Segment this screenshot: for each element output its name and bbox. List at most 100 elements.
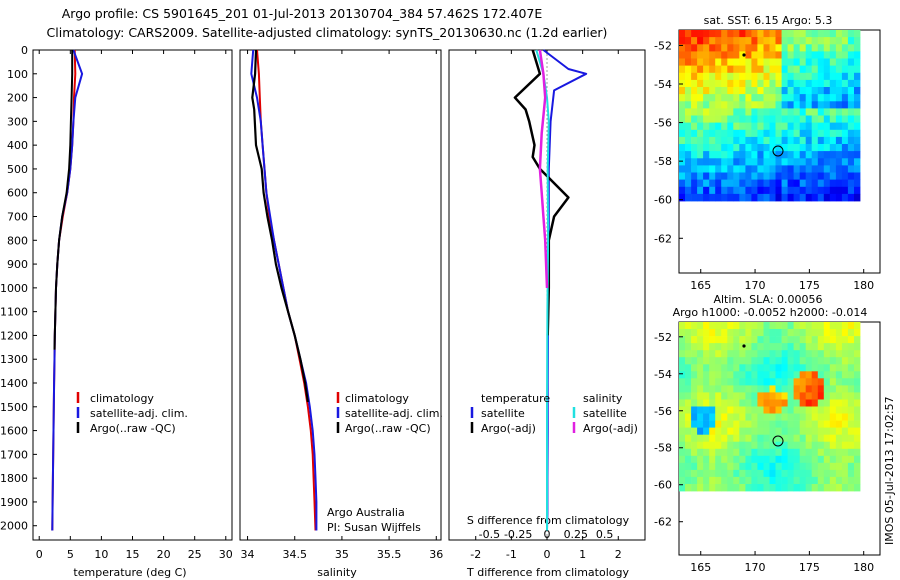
heatmap-cell (715, 343, 722, 351)
map-lat-label: -58 (654, 155, 672, 168)
heatmap-cell (805, 455, 813, 464)
heatmap-cell (775, 129, 782, 138)
heatmap-cell (847, 399, 855, 407)
heatmap-cell (739, 469, 746, 478)
heatmap-cell (829, 413, 837, 421)
heatmap-cell (805, 101, 813, 109)
heatmap-cell (739, 329, 746, 337)
heatmap-cell (817, 427, 825, 435)
heatmap-cell (775, 420, 782, 428)
heatmap-cell (745, 455, 752, 464)
heatmap-cell (739, 94, 746, 102)
heatmap-cell (854, 101, 861, 109)
heatmap-cell (697, 476, 704, 485)
heatmap-cell (854, 392, 861, 400)
heatmap-cell (757, 151, 764, 159)
heatmap-cell (733, 158, 740, 166)
heatmap-cell (763, 136, 770, 145)
heatmap-cell (733, 72, 740, 81)
heatmap-cell (829, 378, 837, 386)
heatmap-cell (854, 455, 861, 464)
heatmap-cell (691, 94, 698, 102)
heatmap-cell (823, 385, 831, 393)
heatmap-cell (733, 44, 740, 52)
heatmap-cell (799, 413, 807, 421)
heatmap-cell (781, 186, 788, 195)
heatmap-cell (835, 158, 843, 166)
heatmap-cell (739, 79, 746, 88)
heatmap-cell (715, 322, 722, 330)
heatmap-cell (823, 343, 831, 351)
heatmap-cell (685, 420, 692, 428)
heatmap-cell (799, 115, 807, 123)
heatmap-cell (763, 144, 770, 152)
credit-line1: Argo Australia (327, 506, 405, 519)
heatmap-cell (835, 179, 843, 188)
heatmap-cell (679, 37, 686, 45)
heatmap-cell (781, 115, 788, 123)
heatmap-cell (751, 136, 758, 145)
heatmap-cell (823, 371, 831, 379)
heatmap-cell (781, 108, 788, 116)
heatmap-cell (775, 462, 782, 471)
heatmap-cell (781, 158, 788, 166)
heatmap-cell (769, 172, 776, 180)
heatmap-cell (691, 65, 698, 74)
heatmap-cell (799, 364, 807, 372)
heatmap-cell (787, 72, 794, 81)
heatmap-cell (835, 434, 843, 443)
heatmap-cell (715, 193, 722, 202)
heatmap-cell (751, 51, 758, 59)
heatmap-cell (745, 79, 752, 88)
heatmap-cell (709, 350, 716, 358)
heatmap-cell (739, 72, 746, 81)
heatmap-cell (811, 322, 819, 330)
heatmap-cell (775, 115, 782, 123)
heatmap-cell (841, 79, 849, 88)
heatmap-cell (763, 37, 770, 45)
heatmap-cell (811, 94, 819, 102)
heatmap-cell (757, 179, 764, 188)
heatmap-cell (847, 51, 855, 59)
credit-line2: PI: Susan Wijffels (327, 521, 421, 534)
heatmap-cell (781, 30, 788, 38)
heatmap-cell (691, 484, 698, 492)
heatmap-cell (757, 385, 764, 393)
heatmap-cell (745, 378, 752, 386)
difference-legend: temperature salinity satellite Argo(-adj… (470, 392, 638, 435)
heatmap-cell (721, 144, 728, 152)
heatmap-cell (829, 79, 837, 88)
heatmap-cell (781, 94, 788, 102)
heatmap-cell (835, 371, 843, 379)
heatmap-cell (829, 434, 837, 443)
heatmap-cell (733, 399, 740, 407)
heatmap-cell (811, 441, 819, 450)
heatmap-cell (854, 79, 861, 88)
heatmap-cell (709, 434, 716, 443)
heatmap-cell (811, 371, 819, 379)
heatmap-cell (781, 144, 788, 152)
depth-tick-label: 1900 (0, 496, 28, 509)
heatmap-cell (817, 476, 825, 485)
heatmap-cell (787, 165, 794, 173)
heatmap-cell (685, 336, 692, 344)
heatmap-cell (817, 399, 825, 407)
legend-title-salinity: salinity (583, 392, 623, 405)
heatmap-cell (679, 87, 686, 95)
heatmap-cell (854, 469, 861, 478)
heatmap-cell (721, 413, 728, 421)
heatmap-cell (685, 193, 692, 202)
heatmap-cell (847, 129, 855, 138)
heatmap-cell (847, 469, 855, 478)
heatmap-cell (721, 101, 728, 109)
heatmap-cell (745, 420, 752, 428)
heatmap-cell (775, 151, 782, 159)
heatmap-cell (721, 448, 728, 457)
heatmap-cell (679, 108, 686, 116)
heatmap-cell (697, 455, 704, 464)
heatmap-cell (805, 94, 813, 102)
heatmap-cell (721, 58, 728, 66)
heatmap-cell (685, 462, 692, 471)
heatmap-cell (847, 30, 855, 38)
heatmap-cell (721, 44, 728, 52)
